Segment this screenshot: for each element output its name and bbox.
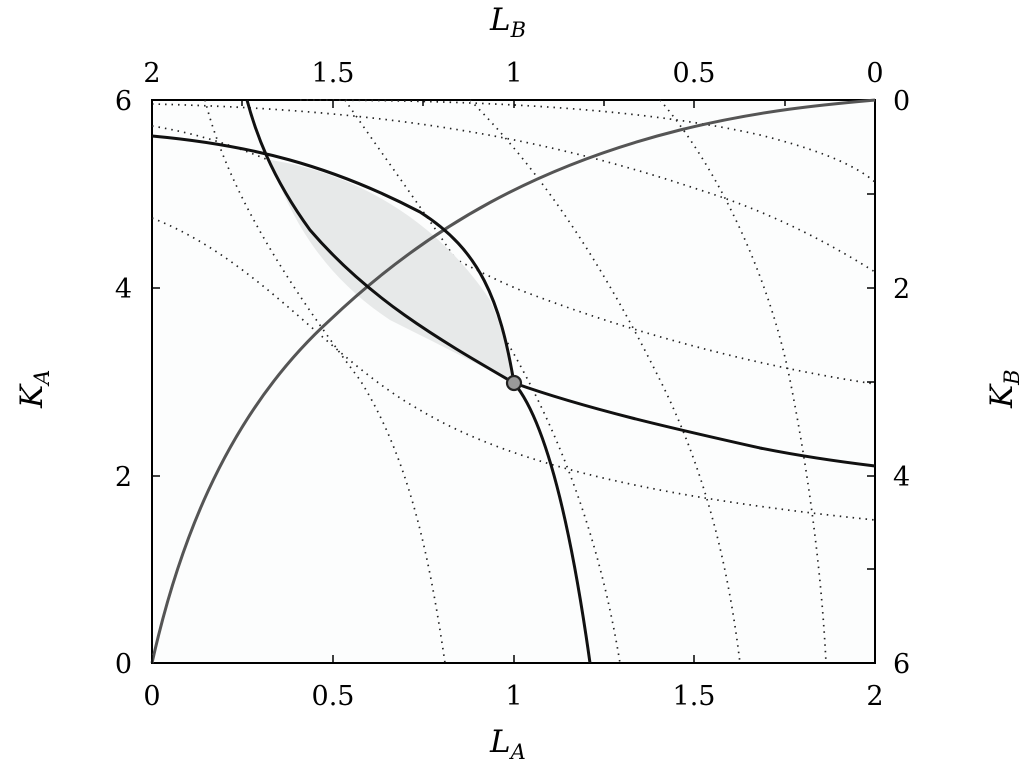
tick-label: 1 [505, 681, 522, 712]
indifference-curve-B [245, 99, 592, 664]
tick-label: 0.5 [673, 58, 716, 89]
tick-label: 0 [866, 58, 883, 89]
tick-label: 2 [893, 274, 910, 305]
bottom-ticks [151, 100, 876, 663]
left-tick-labels: 0 2 4 6 [115, 86, 132, 680]
tick-label: 6 [893, 649, 910, 680]
right-tick-labels: 6 4 2 0 [893, 86, 910, 680]
indifference-curve-A [151, 134, 876, 468]
tick-label: 2 [115, 462, 132, 493]
tick-label: 2 [866, 681, 883, 712]
endowment-point [505, 374, 523, 392]
tick-label: 0 [893, 86, 910, 117]
tick-label: 0 [143, 681, 160, 712]
axis-title-top: LB [489, 2, 526, 42]
tick-label: 4 [893, 462, 910, 493]
tick-label: 0.5 [312, 681, 355, 712]
axis-title-right: KB [984, 369, 1024, 409]
dotted-indifference-curves-B [204, 99, 827, 664]
bottom-tick-labels: 0 0.5 1 1.5 2 [143, 681, 883, 712]
tick-label: 1.5 [312, 58, 355, 89]
tick-label: 4 [115, 274, 132, 305]
axis-title-left: KA [14, 370, 54, 409]
tick-label: 2 [143, 58, 160, 89]
tick-label: 1.5 [673, 681, 716, 712]
contract-curve [150, 98, 876, 664]
lens-region [270, 160, 514, 383]
axis-title-bottom: LA [489, 724, 526, 764]
tick-label: 0 [115, 649, 132, 680]
top-tick-labels: 2 1.5 1 0.5 0 [143, 58, 883, 89]
dotted-indifference-curves-A [151, 99, 876, 521]
tick-label: 6 [115, 86, 132, 117]
tick-label: 1 [505, 58, 522, 89]
